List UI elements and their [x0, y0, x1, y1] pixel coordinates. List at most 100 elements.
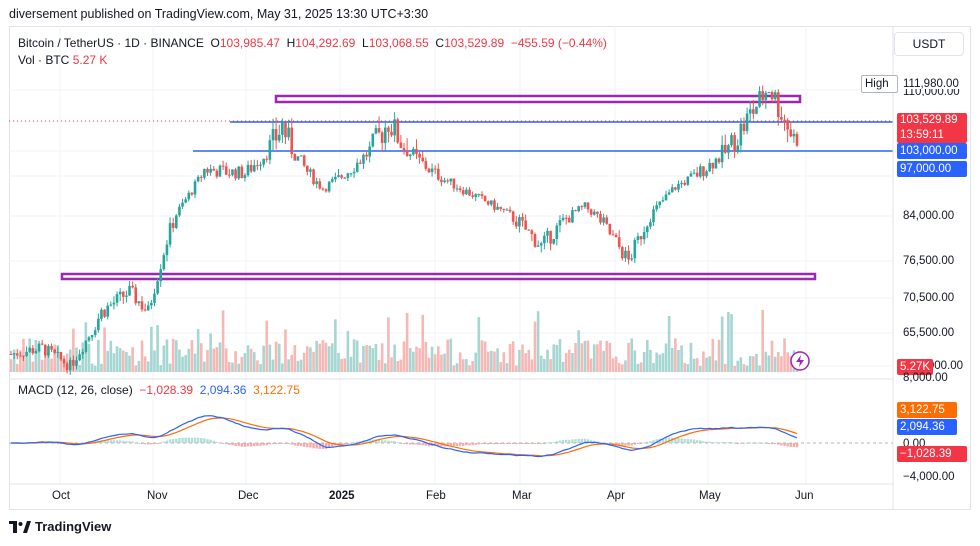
macd-line-value: 2,094.36: [199, 383, 247, 397]
candle-body: [318, 181, 322, 189]
volume-bar: [175, 340, 178, 372]
candle-body: [93, 330, 97, 335]
macd-hist-bar: [446, 443, 449, 447]
candle-body: [667, 192, 671, 195]
candle-body: [742, 123, 746, 131]
candle-body: [153, 293, 156, 303]
candle-body: [115, 294, 119, 303]
macd-hist-bar: [374, 439, 378, 443]
volume-bar: [468, 365, 471, 372]
tradingview-logo[interactable]: TradingView: [9, 519, 111, 534]
candle-body: [655, 205, 658, 210]
candle-body: [430, 168, 434, 173]
macd-hist-bar: [487, 443, 490, 445]
volume-bar: [218, 342, 222, 372]
volume-bar: [764, 351, 768, 372]
volume-bar: [742, 364, 746, 372]
macd-hist-bar: [468, 443, 471, 446]
candle-body: [56, 351, 60, 353]
volume-bar: [31, 361, 35, 372]
macd-hist-bar: [633, 443, 637, 445]
volume-bar: [125, 351, 128, 372]
macd-hist-bar: [228, 443, 231, 445]
volume-bar: [424, 341, 428, 372]
macd-hist-bar: [455, 443, 459, 446]
candle-body: [231, 169, 234, 176]
candle-body: [150, 302, 153, 306]
macd-hist-bar: [365, 440, 368, 443]
volume-bar: [231, 362, 234, 372]
price-tick-84000: 84,000.00: [903, 210, 955, 222]
volume-bar: [131, 347, 134, 372]
volume-value: 5.27 K: [72, 53, 108, 67]
low-value: 103,068.55: [368, 36, 429, 50]
candle-body: [686, 176, 690, 185]
candle-body: [558, 220, 562, 226]
macd-hist-bar: [387, 440, 390, 443]
symbol-name[interactable]: Bitcoin / TetherUS · 1D · BINANCE: [18, 36, 204, 50]
candle-body: [714, 158, 718, 169]
volume-bar: [240, 356, 244, 372]
volume-bar: [571, 352, 574, 372]
macd-hist-bar: [564, 439, 568, 443]
macd-label[interactable]: MACD (12, 26, close): [18, 383, 133, 397]
macd-hist-tag: −1,028.39: [897, 446, 967, 462]
macd-hist-bar: [477, 443, 481, 445]
volume-bar: [321, 340, 325, 372]
candle-body: [711, 162, 715, 169]
candle-body: [28, 348, 32, 352]
candle-body: [727, 145, 730, 153]
high-marker-label: High: [865, 78, 889, 90]
candle-body: [539, 243, 543, 246]
candle-body: [184, 199, 187, 203]
volume-bar: [480, 340, 484, 372]
level-tag-97000: 97,000.00: [897, 161, 967, 177]
candle-body: [786, 120, 789, 130]
close-value: 103,529.89: [444, 36, 505, 50]
macd-hist-bar: [680, 438, 683, 443]
candle-body: [37, 343, 41, 352]
candle-body: [121, 291, 125, 297]
candle-body: [705, 171, 708, 177]
macd-hist-bar: [47, 442, 50, 444]
volume-bar: [109, 340, 113, 372]
open-value: 103,985.47: [219, 36, 280, 50]
macd-tick-minus4000: −4,000.00: [903, 471, 955, 483]
candle-body: [773, 92, 777, 100]
currency-button[interactable]: USDT: [894, 32, 964, 56]
volume-bar: [627, 342, 630, 372]
volume-bar: [9, 359, 13, 372]
macd-hist-bar: [458, 443, 462, 446]
macd-hist-bar: [131, 441, 134, 443]
macd-histogram: [9, 437, 799, 450]
macd-hist-bar: [178, 438, 181, 443]
volume-bar: [680, 345, 683, 372]
volume-bar: [47, 352, 50, 372]
candle-body: [695, 172, 699, 177]
candle-body: [181, 202, 184, 207]
candle-body: [252, 165, 256, 172]
candle-body: [483, 196, 487, 202]
volume-label[interactable]: Vol · BTC: [18, 53, 70, 67]
macd-line: [11, 415, 798, 458]
candle-body: [72, 359, 75, 366]
candle-body: [168, 223, 172, 245]
alert-icon[interactable]: [790, 351, 810, 371]
volume-bar: [418, 348, 421, 372]
macd-hist-bar: [664, 437, 668, 443]
volume-bar: [577, 330, 580, 372]
volume-bar: [106, 350, 109, 372]
candle-body: [699, 166, 702, 177]
macd-hist-bar: [196, 437, 200, 443]
macd-hist-bar: [792, 443, 796, 448]
volume-bar: [714, 360, 718, 372]
macd-hist-bar: [103, 440, 106, 443]
macd-hist-bar: [773, 443, 777, 444]
volume-bar: [599, 340, 602, 372]
candle-body: [527, 229, 531, 231]
candle-body: [776, 92, 780, 118]
volume-bar: [611, 358, 615, 372]
volume-bar: [508, 343, 512, 372]
level-tag-103000: 103,000.00: [897, 143, 967, 159]
